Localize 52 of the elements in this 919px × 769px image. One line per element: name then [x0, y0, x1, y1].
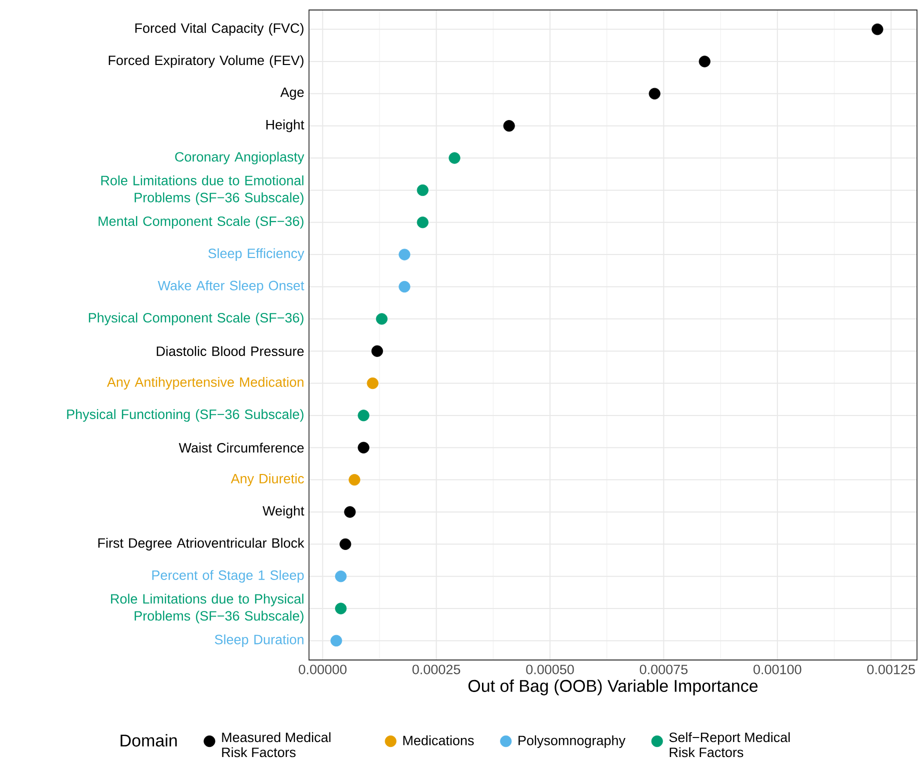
point [398, 280, 410, 293]
y-tick-label: Physical Component Scale (SF−36) [88, 312, 304, 326]
x-tick-label: 0.00050 [526, 664, 574, 674]
legend-label: Self−Report Medical Risk Factors [669, 732, 790, 758]
point [348, 474, 360, 486]
y-tick-label: Age [280, 88, 304, 100]
y-tick-label: Forced Vital Capacity (FVC) [135, 23, 304, 36]
y-tick-label: Height [266, 120, 304, 132]
point [416, 184, 428, 196]
y-tick-label: Diastolic Blood Pressure [156, 346, 304, 356]
point [335, 602, 347, 614]
y-tick-label: Percent of Stage 1 Sleep [152, 570, 304, 583]
y-tick-label: Physical Functioning (SF−36 Subscale) [67, 409, 304, 422]
x-tick-label: 0.00125 [867, 664, 915, 674]
point [398, 248, 410, 260]
point [416, 216, 428, 228]
legend-label: Medications [403, 735, 474, 746]
point [448, 152, 460, 164]
x-tick-label: 0.00000 [298, 664, 347, 674]
point [503, 120, 515, 132]
y-tick-label: Any Antihypertensive Medication [106, 376, 304, 390]
legend-label: Polysomnography [518, 735, 626, 748]
point [358, 410, 370, 422]
y-tick-label: Wake After Sleep Onset [158, 280, 304, 294]
y-tick-label: Role Limitations due to Emotional Problems (SF−36 Subscale) [101, 175, 304, 205]
point [330, 634, 342, 646]
point [344, 506, 356, 518]
y-tick-label: Any Diuretic [230, 474, 304, 486]
y-tick-label: Sleep Duration [214, 634, 304, 647]
y-tick-label: Mental Component Scale (SF−36) [98, 216, 304, 229]
legend-title: Domain [120, 734, 177, 747]
y-tick-label: Role Limitations due to Physical Problems (SF−36 Subscale) [111, 594, 304, 624]
point [371, 345, 384, 357]
x-tick-label: 0.00100 [754, 664, 802, 674]
point [340, 538, 352, 550]
point [648, 88, 660, 100]
x-axis-title: Out of Bag (OOB) Variable Importance [468, 679, 758, 696]
point [335, 570, 347, 582]
point [872, 24, 884, 36]
y-tick-label: Coronary Angioplasty [175, 152, 304, 164]
point [698, 56, 710, 68]
y-tick-label: Waist Circumference [178, 442, 304, 453]
point [358, 442, 370, 454]
x-tick-label: 0.00025 [412, 664, 460, 674]
y-tick-label: Sleep Efficiency [208, 248, 304, 261]
legend-label: Measured Medical Risk Factors [222, 732, 330, 758]
y-tick-label: Forced Expiratory Volume (FEV) [108, 55, 304, 68]
point [376, 313, 388, 325]
x-tick-label: 0.00075 [640, 664, 688, 674]
point [366, 377, 378, 390]
y-tick-label: First Degree Atrioventricular Block [98, 538, 304, 550]
y-tick-label: Weight [262, 506, 304, 518]
